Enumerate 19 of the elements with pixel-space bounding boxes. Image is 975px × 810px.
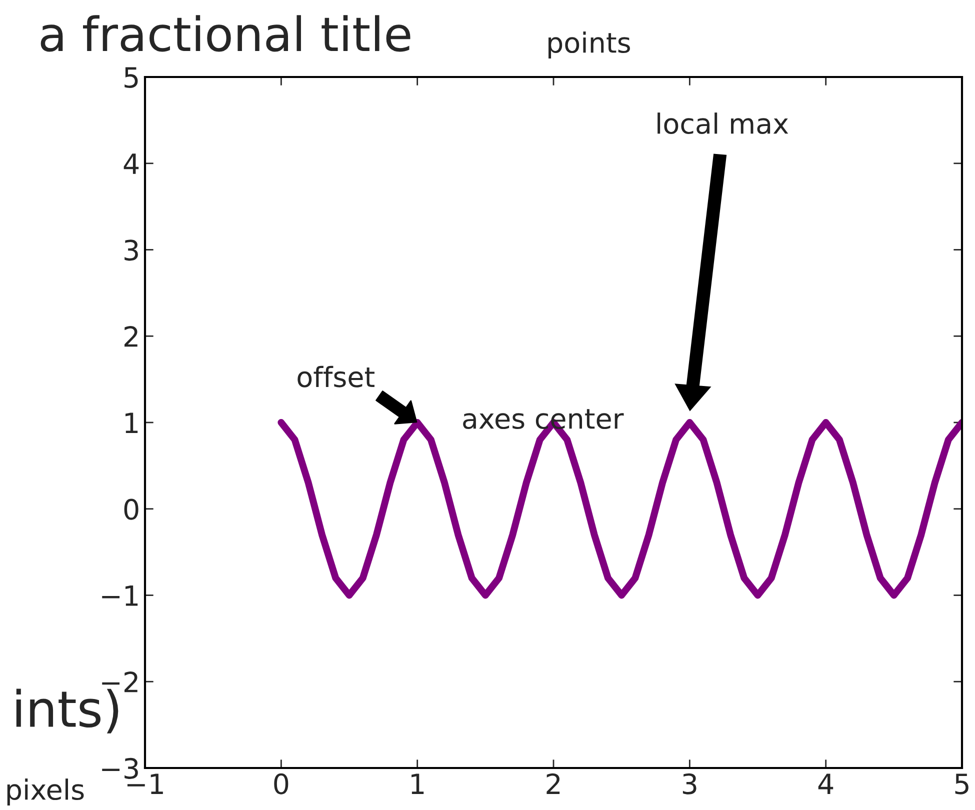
y-tick-label: 3 [124, 240, 138, 261]
x-tick-label: 3 [682, 773, 696, 794]
y-tick-label: 2 [124, 326, 138, 347]
annotation: axes center [463, 409, 624, 430]
x-tick-label: 2 [546, 773, 560, 794]
y-tick-label: 4 [124, 154, 139, 174]
x-tick-label: 0 [274, 773, 288, 794]
annotation: local max [658, 112, 788, 134]
y-tick-label: 0 [124, 498, 138, 520]
x-tick-label: 1 [412, 774, 424, 794]
text: points [548, 32, 630, 58]
x-tick-label: 5 [955, 774, 968, 794]
x-tick-label: 4 [818, 774, 834, 794]
annotation: offset [298, 366, 374, 388]
y-tick-label: 5 [124, 67, 138, 88]
chart-title: a fractional title [40, 15, 410, 52]
y-tick-label: −1 [102, 586, 138, 606]
text: pixels [7, 778, 84, 806]
y-tick-label: 1 [126, 412, 138, 434]
